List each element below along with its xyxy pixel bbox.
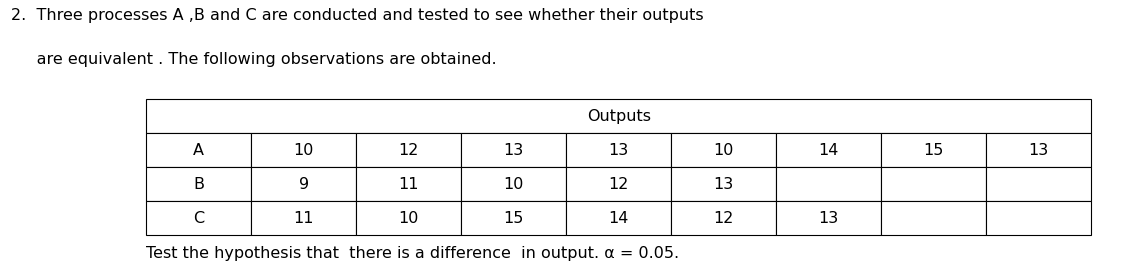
Text: 10: 10 <box>504 177 524 192</box>
Text: B: B <box>193 177 205 192</box>
Text: 13: 13 <box>819 211 839 226</box>
Bar <box>566 167 672 201</box>
Text: 9: 9 <box>299 177 308 192</box>
Bar <box>672 133 776 167</box>
Bar <box>672 201 776 235</box>
Text: 15: 15 <box>924 143 944 158</box>
Bar <box>357 167 461 201</box>
Bar <box>146 99 1091 133</box>
Bar <box>776 201 881 235</box>
Bar <box>146 201 251 235</box>
Text: Outputs: Outputs <box>587 109 650 124</box>
Bar <box>251 167 357 201</box>
Bar <box>251 201 357 235</box>
Text: 10: 10 <box>713 143 734 158</box>
Text: 14: 14 <box>819 143 839 158</box>
Text: 13: 13 <box>1028 143 1048 158</box>
Bar <box>461 167 566 201</box>
Bar <box>357 201 461 235</box>
Bar <box>566 201 672 235</box>
Text: A: A <box>193 143 205 158</box>
Bar <box>461 201 566 235</box>
Text: C: C <box>193 211 205 226</box>
Bar <box>881 201 987 235</box>
Bar <box>776 133 881 167</box>
Text: are equivalent . The following observations are obtained.: are equivalent . The following observati… <box>11 52 497 67</box>
Text: 11: 11 <box>398 177 418 192</box>
Bar <box>987 201 1091 235</box>
Bar <box>987 167 1091 201</box>
Text: 10: 10 <box>294 143 314 158</box>
Text: 12: 12 <box>609 177 629 192</box>
Text: 2.  Three processes A ,B and C are conducted and tested to see whether their out: 2. Three processes A ,B and C are conduc… <box>11 8 704 23</box>
Text: 10: 10 <box>398 211 418 226</box>
Bar <box>146 133 251 167</box>
Text: 15: 15 <box>504 211 524 226</box>
Text: 14: 14 <box>609 211 629 226</box>
Text: Test the hypothesis that  there is a difference  in output. α = 0.05.: Test the hypothesis that there is a diff… <box>146 246 680 261</box>
Text: 13: 13 <box>504 143 524 158</box>
Text: 11: 11 <box>294 211 314 226</box>
Bar <box>357 133 461 167</box>
Text: 12: 12 <box>713 211 734 226</box>
Text: 13: 13 <box>609 143 629 158</box>
Text: 12: 12 <box>398 143 418 158</box>
Bar <box>461 133 566 167</box>
Text: 13: 13 <box>713 177 734 192</box>
Bar <box>881 167 987 201</box>
Bar <box>251 133 357 167</box>
Bar <box>776 167 881 201</box>
Bar <box>146 167 251 201</box>
Bar <box>566 133 672 167</box>
Bar <box>987 133 1091 167</box>
Bar <box>881 133 987 167</box>
Bar <box>672 167 776 201</box>
